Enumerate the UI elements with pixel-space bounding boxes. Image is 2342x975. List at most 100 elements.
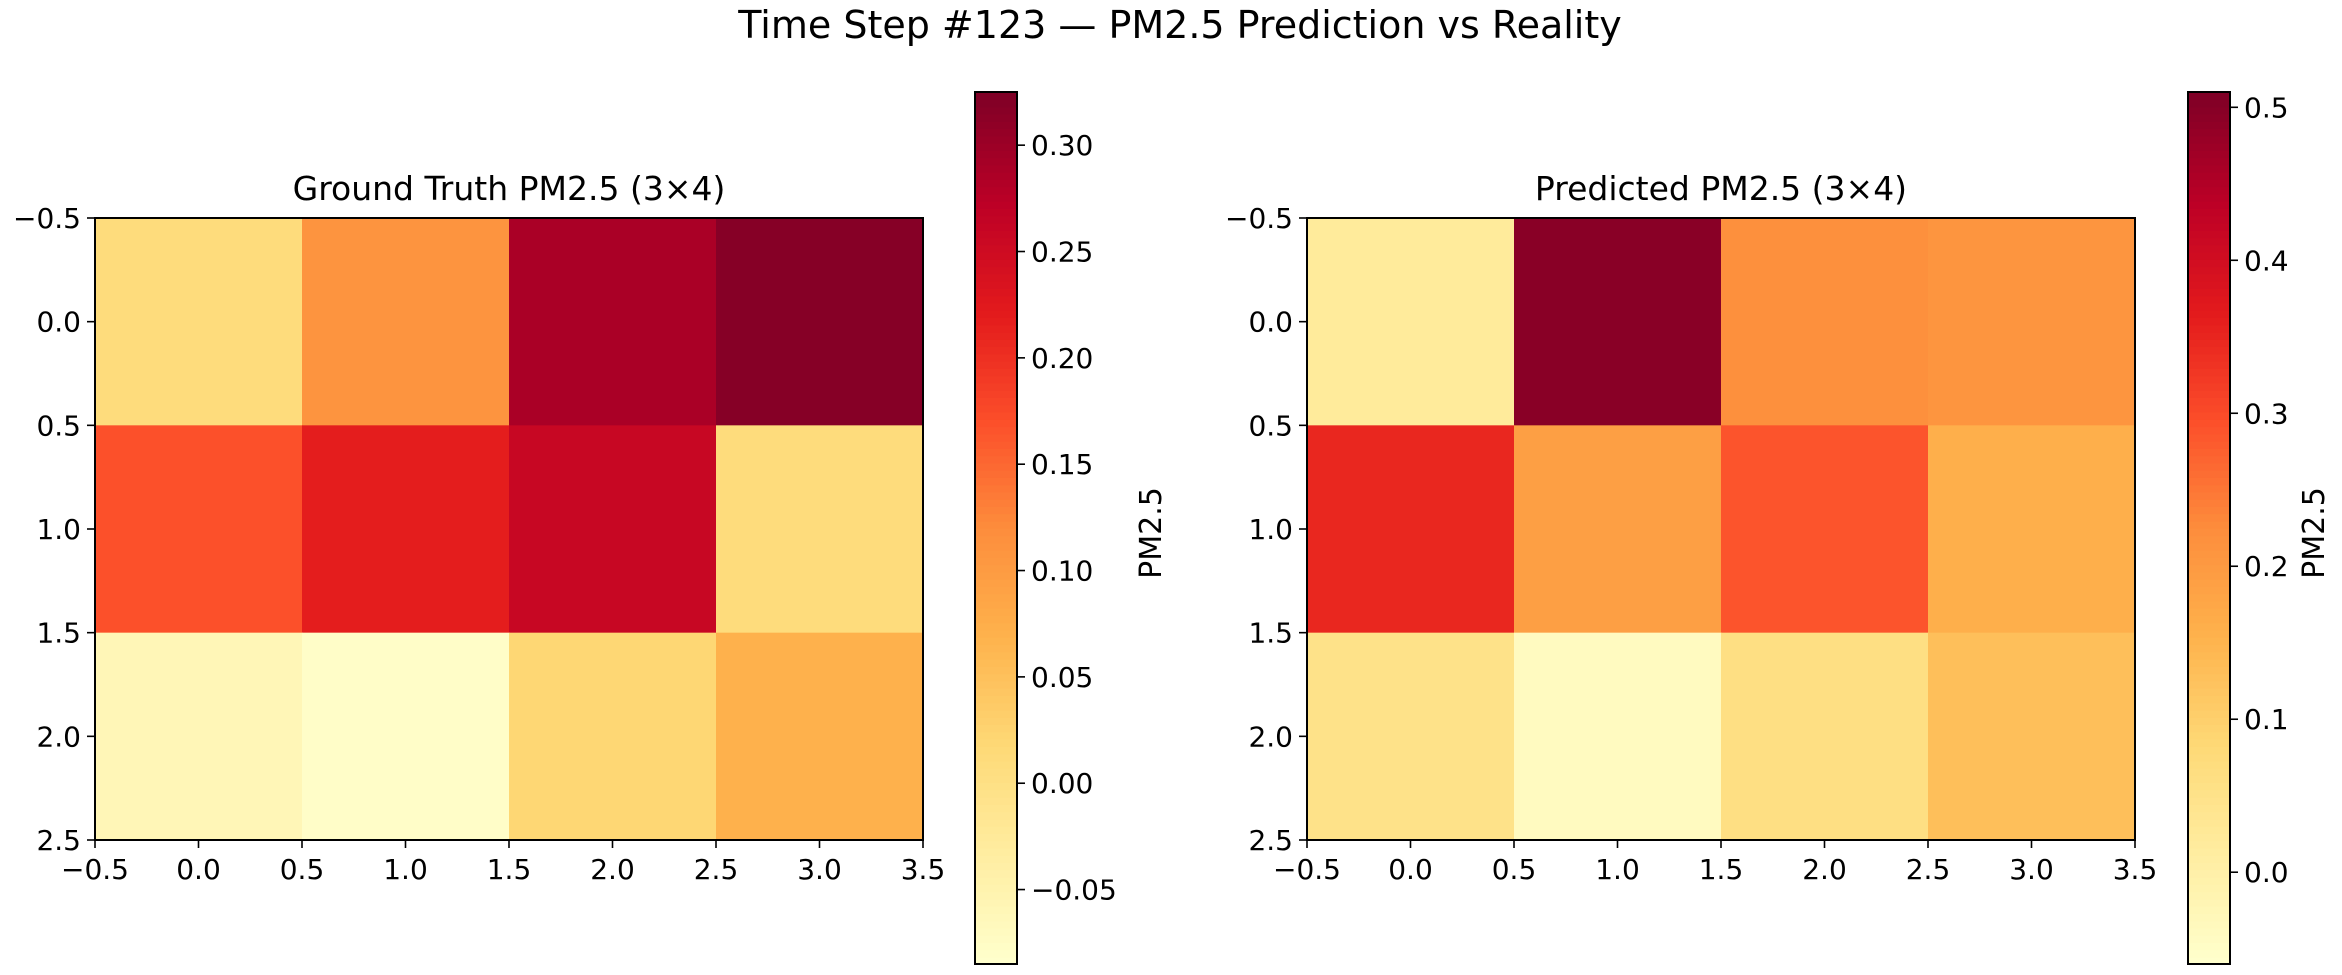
colorbar-tick-label: 0.0 bbox=[2244, 856, 2289, 889]
colorbar-gradient-band bbox=[2188, 397, 2230, 406]
colorbar-gradient-band bbox=[2188, 150, 2230, 159]
heatmap-cell-r0-c3 bbox=[1928, 218, 2136, 426]
colorbar-gradient-band bbox=[975, 789, 1017, 798]
colorbar-gradient-band bbox=[2188, 433, 2230, 442]
colorbar-gradient-band bbox=[2188, 927, 2230, 936]
colorbar-gradient-band bbox=[2188, 949, 2230, 958]
colorbar-gradient-band bbox=[2188, 695, 2230, 704]
colorbar-frame bbox=[2187, 91, 2231, 965]
colorbar-gradient-band bbox=[2188, 99, 2230, 108]
colorbar-gradient-band bbox=[975, 280, 1017, 289]
colorbar-gradient-band bbox=[975, 193, 1017, 202]
ground-truth-colorbar: 0.30 0.25 0.20 0.15 0.10 0.05 0.00 −0.05 bbox=[974, 91, 1117, 965]
colorbar-gradient-band bbox=[975, 273, 1017, 282]
colorbar-gradient-band bbox=[2188, 796, 2230, 805]
colorbar-gradient-band bbox=[975, 230, 1017, 239]
heatmap-cell-r2-c1 bbox=[1514, 632, 1722, 841]
colorbar-gradient-band bbox=[975, 920, 1017, 929]
colorbar-gradient-band bbox=[2188, 171, 2230, 180]
colorbar-gradient-band bbox=[2188, 702, 2230, 711]
colorbar-gradient-band bbox=[975, 876, 1017, 885]
colorbar-gradient-band bbox=[975, 753, 1017, 762]
colorbar-gradient-band bbox=[2188, 113, 2230, 122]
colorbar-gradient-band bbox=[975, 542, 1017, 551]
heatmap-cell-r1-c0 bbox=[95, 425, 303, 634]
colorbar-gradient-band bbox=[2188, 818, 2230, 827]
colorbar-gradient-band bbox=[975, 782, 1017, 791]
y-tick-label: 1.0 bbox=[1248, 513, 1293, 546]
colorbar-gradient-band bbox=[975, 891, 1017, 900]
colorbar-gradient-band bbox=[975, 339, 1017, 348]
colorbar-gradient-band bbox=[2188, 404, 2230, 413]
colorbar-gradient-band bbox=[975, 353, 1017, 362]
colorbar-gradient-band bbox=[2188, 353, 2230, 362]
colorbar-gradient-band bbox=[2188, 317, 2230, 326]
colorbar-gradient-band bbox=[2188, 208, 2230, 217]
colorbar-gradient-band bbox=[2188, 498, 2230, 507]
colorbar-gradient-band bbox=[975, 571, 1017, 580]
colorbar-gradient-band bbox=[2188, 491, 2230, 500]
colorbar-gradient-band bbox=[2188, 869, 2230, 878]
colorbar-gradient-band bbox=[2188, 622, 2230, 631]
colorbar-gradient-band bbox=[975, 884, 1017, 893]
heatmap-cell-r0-c1 bbox=[1514, 218, 1722, 426]
y-tick-label: −0.5 bbox=[13, 202, 81, 235]
colorbar-gradient-band bbox=[975, 949, 1017, 958]
colorbar-tick-label: 0.25 bbox=[1031, 236, 1093, 269]
colorbar-gradient-band bbox=[2188, 767, 2230, 776]
colorbar-gradient-band bbox=[2188, 578, 2230, 587]
colorbar-gradient-band bbox=[2188, 273, 2230, 282]
colorbar-tick-label: 0.5 bbox=[2244, 91, 2289, 124]
colorbar-gradient-band bbox=[975, 535, 1017, 544]
colorbar-gradient-band bbox=[975, 469, 1017, 478]
colorbar-gradient-band bbox=[975, 179, 1017, 188]
x-tick-label: 3.5 bbox=[2113, 853, 2158, 886]
colorbar-gradient-band bbox=[975, 477, 1017, 486]
colorbar-gradient-band bbox=[975, 622, 1017, 631]
colorbar-tick-label: 0.05 bbox=[1031, 661, 1093, 694]
colorbar-gradient-band bbox=[2188, 288, 2230, 297]
x-tick-label: −0.5 bbox=[1273, 853, 1341, 886]
colorbar-gradient-band bbox=[975, 724, 1017, 733]
colorbar-gradient-band bbox=[975, 222, 1017, 231]
colorbar-frame bbox=[974, 91, 1018, 965]
colorbar-gradient-band bbox=[2188, 789, 2230, 798]
colorbar-gradient-band bbox=[975, 186, 1017, 195]
colorbar-gradient-band bbox=[2188, 528, 2230, 537]
colorbar-gradient-band bbox=[2188, 724, 2230, 733]
colorbar-gradient-band bbox=[2188, 455, 2230, 464]
predicted-colorbar-label: PM2.5 bbox=[2297, 487, 2332, 579]
colorbar-gradient-band bbox=[975, 157, 1017, 166]
colorbar-gradient-band bbox=[975, 956, 1017, 965]
ground-truth-title: Ground Truth PM2.5 (3×4) bbox=[293, 169, 726, 208]
colorbar-gradient-band bbox=[975, 869, 1017, 878]
heatmap-cell-r2-c2 bbox=[509, 632, 717, 841]
colorbar-gradient-band bbox=[2188, 324, 2230, 333]
colorbar-gradient-band bbox=[975, 513, 1017, 522]
colorbar-gradient-band bbox=[975, 847, 1017, 856]
colorbar-gradient-band bbox=[975, 629, 1017, 638]
colorbar-gradient-band bbox=[975, 375, 1017, 384]
heatmap-cell-r2-c1 bbox=[302, 632, 510, 841]
colorbar-gradient-band bbox=[2188, 753, 2230, 762]
colorbar-gradient-band bbox=[975, 593, 1017, 602]
colorbar-gradient-band bbox=[975, 658, 1017, 667]
colorbar-gradient-band bbox=[975, 317, 1017, 326]
colorbar-gradient-band bbox=[2188, 738, 2230, 747]
colorbar-gradient-band bbox=[975, 302, 1017, 311]
heatmap-cell-r1-c1 bbox=[1514, 425, 1722, 634]
colorbar-gradient-band bbox=[2188, 825, 2230, 834]
colorbar-tick-label: 0.1 bbox=[2244, 703, 2289, 736]
ground-truth-panel: Ground Truth PM2.5 (3×4) −0.5 0.0 0.5 1.0 1.… bbox=[13, 91, 1169, 965]
heatmap-cell-r0-c0 bbox=[1307, 218, 1515, 426]
colorbar-gradient-band bbox=[975, 346, 1017, 355]
colorbar-gradient-band bbox=[975, 382, 1017, 391]
colorbar-gradient-band bbox=[2188, 259, 2230, 268]
colorbar-gradient-band bbox=[975, 99, 1017, 108]
colorbar-gradient-band bbox=[975, 855, 1017, 864]
x-tick-label: 0.5 bbox=[1492, 853, 1537, 886]
colorbar-gradient-band bbox=[2188, 121, 2230, 130]
colorbar-gradient-band bbox=[975, 251, 1017, 260]
colorbar-gradient-band bbox=[2188, 549, 2230, 558]
colorbar-gradient-band bbox=[2188, 934, 2230, 943]
